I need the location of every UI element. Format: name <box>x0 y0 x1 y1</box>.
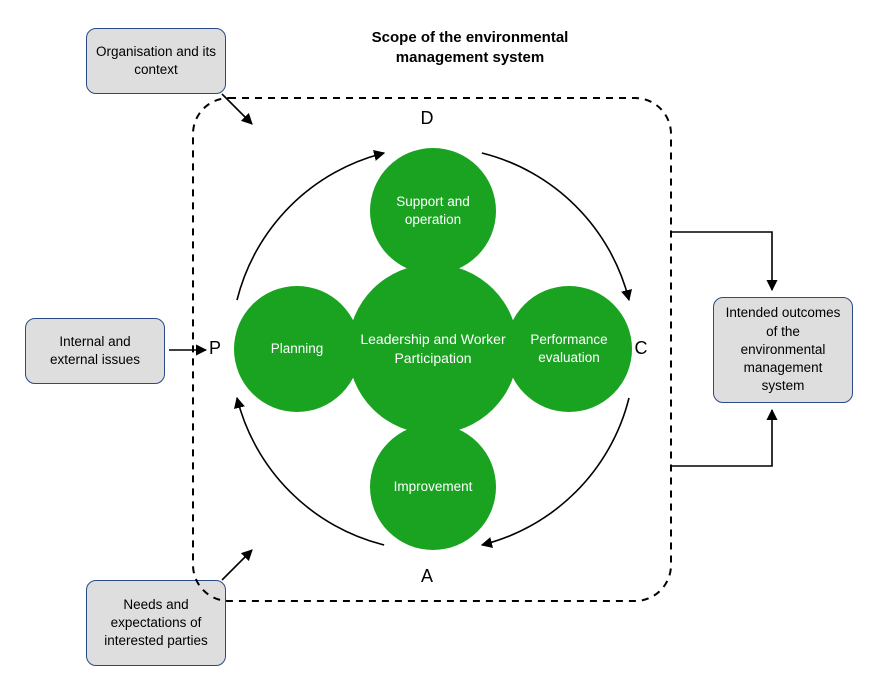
cycle-arc-a-to-p <box>237 398 384 545</box>
diagram-title: Scope of the environmental management sy… <box>330 28 610 67</box>
pdca-letter-d: D <box>417 108 437 129</box>
circle-leadership-center: Leadership and Worker Participation <box>348 264 518 434</box>
box-intended-outcomes: Intended outcomes of the environmental m… <box>713 297 853 403</box>
arrow-needs-to-scope <box>222 550 252 580</box>
box-internal-external-issues: Internal and external issues <box>25 318 165 384</box>
arrow-scope-to-outcomes-bottom <box>671 410 772 466</box>
cycle-arc-c-to-a <box>482 398 629 545</box>
arrow-scope-to-outcomes-top <box>671 232 772 290</box>
circle-support-operation: Support and operation <box>370 148 496 274</box>
circle-performance-evaluation: Performance evaluation <box>506 286 632 412</box>
circle-planning: Planning <box>234 286 360 412</box>
pdca-letter-p: P <box>205 338 225 359</box>
pdca-letter-c: C <box>631 338 651 359</box>
circle-improvement: Improvement <box>370 424 496 550</box>
arrow-org-to-scope <box>222 94 252 124</box>
cycle-arc-d-to-c <box>482 153 629 300</box>
pdca-letter-a: A <box>417 566 437 587</box>
cycle-arc-p-to-d <box>237 153 384 300</box>
diagram-canvas: Scope of the environmental management sy… <box>0 0 878 687</box>
box-organisation-context: Organisation and its context <box>86 28 226 94</box>
box-needs-expectations: Needs and expectations of interested par… <box>86 580 226 666</box>
